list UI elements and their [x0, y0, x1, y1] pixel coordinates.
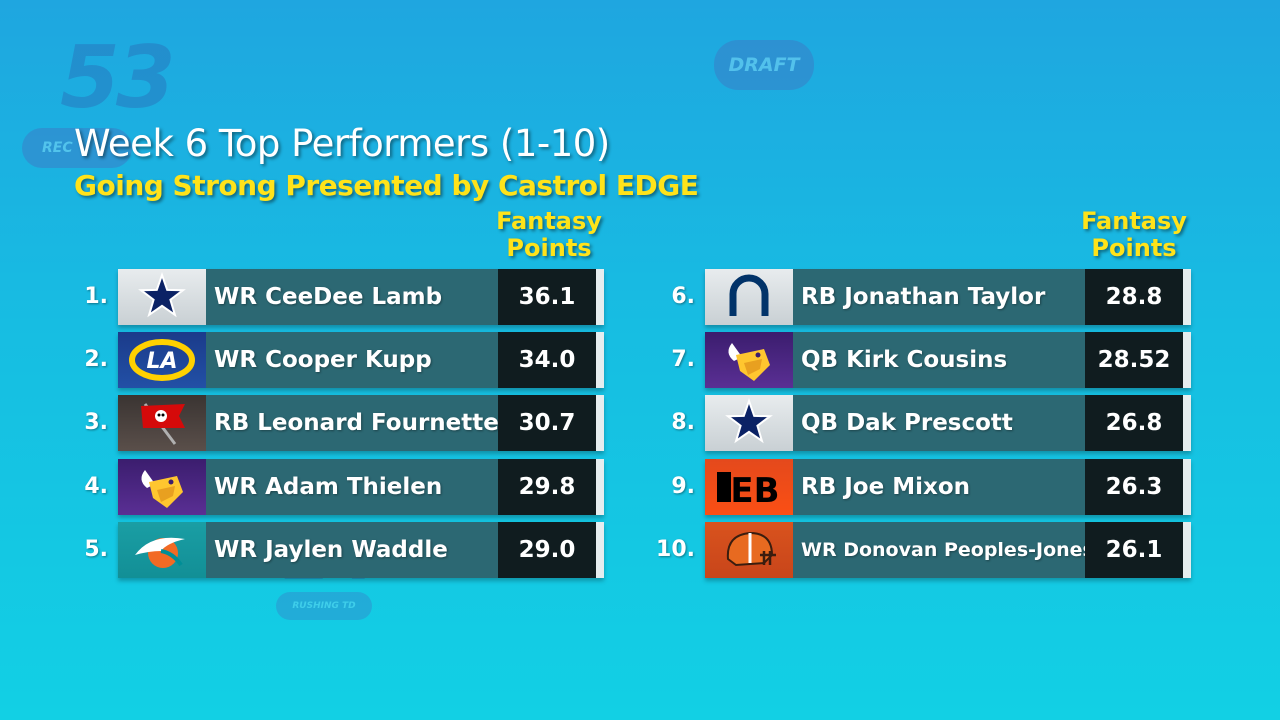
table-row: WR CeeDee Lamb 36.1 [118, 269, 604, 325]
player-name: WR CeeDee Lamb [206, 269, 498, 325]
rank-label: 9. [671, 474, 695, 499]
dolphins-logo-icon [118, 522, 206, 578]
table-row: WR Jaylen Waddle 29.0 [118, 522, 604, 578]
header-line-1: Fantasy [496, 207, 602, 235]
header-line-2: Points [506, 234, 592, 262]
table-row: WR Adam Thielen 29.8 [118, 459, 604, 515]
row-cap [596, 332, 604, 388]
vikings-horn-icon [118, 459, 206, 515]
table-row: WR Donovan Peoples-Jones 26.1 [705, 522, 1191, 578]
row-cap [596, 522, 604, 578]
player-name: RB Joe Mixon [793, 459, 1085, 515]
player-name: RB Jonathan Taylor [793, 269, 1085, 325]
player-name: QB Kirk Cousins [793, 332, 1085, 388]
cowboys-star-icon [705, 395, 793, 451]
row-cap [1183, 459, 1191, 515]
rank-label: 10. [656, 537, 695, 562]
rank-label: 6. [671, 284, 695, 309]
table-row: LA WR Cooper Kupp 34.0 [118, 332, 604, 388]
row-cap [596, 395, 604, 451]
page-subtitle: Going Strong Presented by Castrol EDGE [74, 169, 699, 202]
fantasy-points-value: 34.0 [498, 332, 596, 388]
fantasy-points-value: 29.8 [498, 459, 596, 515]
background-pill-rec: REC [22, 128, 132, 168]
row-cap [1183, 332, 1191, 388]
row-cap [1183, 522, 1191, 578]
row-cap [1183, 269, 1191, 325]
rank-label: 7. [671, 347, 695, 372]
fantasy-points-header-right: Fantasy Points [1074, 208, 1194, 262]
fantasy-points-value: 26.8 [1085, 395, 1183, 451]
table-row: QB Kirk Cousins 28.52 [705, 332, 1191, 388]
fantasy-points-value: 26.1 [1085, 522, 1183, 578]
table-row: QB Dak Prescott 26.8 [705, 395, 1191, 451]
background-number-top: 53 [60, 28, 176, 128]
fantasy-points-value: 26.3 [1085, 459, 1183, 515]
rank-label: 2. [84, 347, 108, 372]
browns-helmet-icon [705, 522, 793, 578]
player-name: WR Cooper Kupp [206, 332, 498, 388]
fantasy-points-header-left: Fantasy Points [489, 208, 609, 262]
fantasy-points-value: 36.1 [498, 269, 596, 325]
table-row: RB Jonathan Taylor 28.8 [705, 269, 1191, 325]
colts-horseshoe-icon [705, 269, 793, 325]
table-row: RB Leonard Fournette 30.7 [118, 395, 604, 451]
rams-logo-icon: LA [118, 332, 206, 388]
player-name: WR Donovan Peoples-Jones [793, 522, 1085, 578]
player-name: WR Jaylen Waddle [206, 522, 498, 578]
rank-label: 1. [84, 284, 108, 309]
fantasy-points-value: 29.0 [498, 522, 596, 578]
table-row: EB RB Joe Mixon 26.3 [705, 459, 1191, 515]
row-cap [1183, 395, 1191, 451]
rank-label: 5. [84, 537, 108, 562]
cowboys-star-icon [118, 269, 206, 325]
svg-text:EB: EB [730, 471, 779, 511]
fantasy-points-value: 28.52 [1085, 332, 1183, 388]
rank-label: 3. [84, 410, 108, 435]
bengals-logo-icon: EB [705, 459, 793, 515]
player-name: RB Leonard Fournette [206, 395, 498, 451]
background-pill-rushing: RUSHING TD [276, 592, 372, 620]
fantasy-points-value: 30.7 [498, 395, 596, 451]
page-title: Week 6 Top Performers (1-10) [74, 122, 610, 165]
row-cap [596, 459, 604, 515]
fantasy-points-value: 28.8 [1085, 269, 1183, 325]
background-pill-draft: DRAFT [714, 40, 814, 90]
player-name: QB Dak Prescott [793, 395, 1085, 451]
vikings-horn-icon [705, 332, 793, 388]
header-line-2: Points [1091, 234, 1177, 262]
svg-text:LA: LA [146, 349, 177, 374]
player-name: WR Adam Thielen [206, 459, 498, 515]
rank-label: 8. [671, 410, 695, 435]
header-line-1: Fantasy [1081, 207, 1187, 235]
rank-label: 4. [84, 474, 108, 499]
buccaneers-flag-icon [118, 395, 206, 451]
row-cap [596, 269, 604, 325]
